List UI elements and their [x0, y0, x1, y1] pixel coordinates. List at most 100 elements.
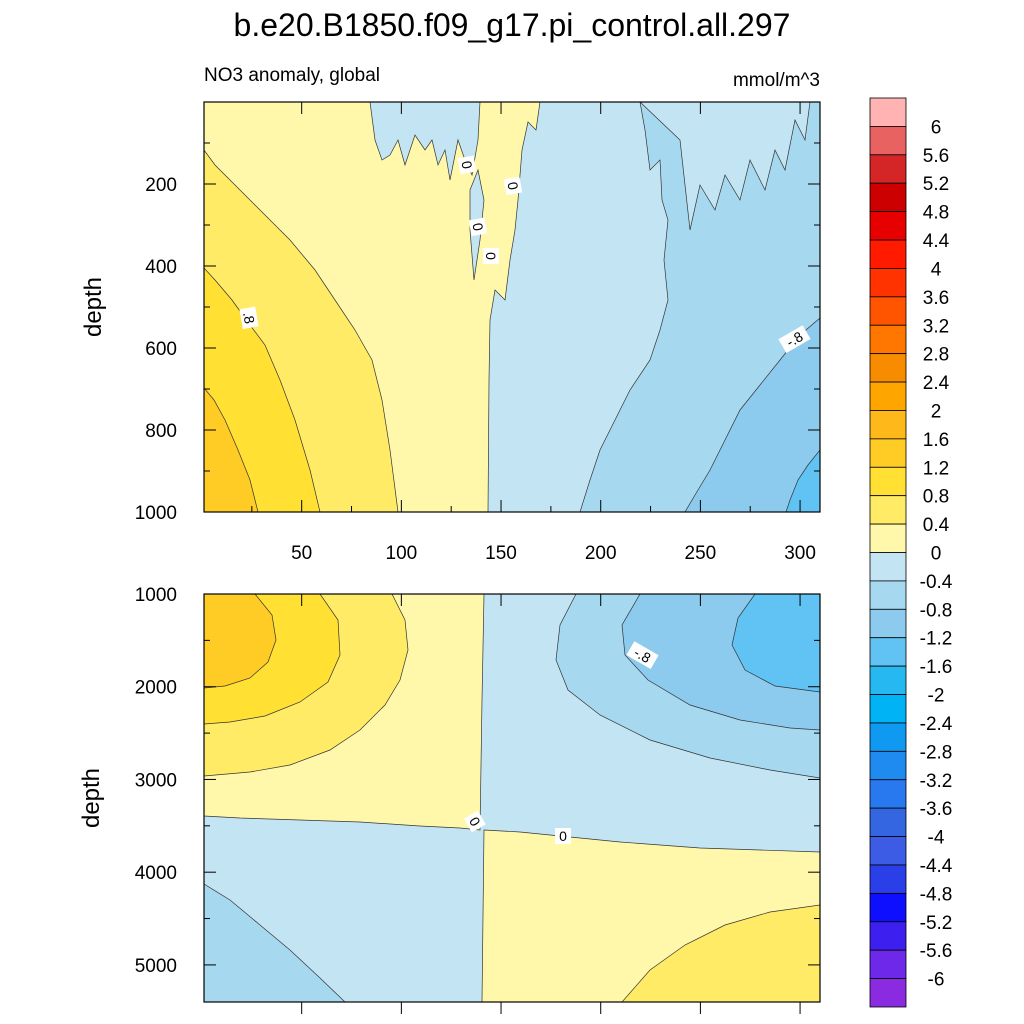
- colorbar-label: -6: [928, 970, 945, 991]
- colorbar-box: [869, 324, 907, 355]
- colorbar-label: -4.8: [920, 884, 953, 905]
- colorbar-label: -4: [928, 828, 945, 849]
- colorbar-label: 3.2: [923, 316, 949, 337]
- x-tick-label: 50: [291, 543, 312, 564]
- colorbar-label: -1.2: [920, 629, 953, 650]
- y-tick-label: 1000: [135, 503, 177, 524]
- left-subtitle: NO3 anomaly, global: [204, 65, 380, 86]
- lower-plot-frame: [203, 593, 821, 1003]
- y-tick-label: 400: [145, 257, 177, 278]
- lower-fill-neg3-top: [731, 594, 820, 693]
- upper-fill-neg3: [785, 449, 820, 512]
- colorbar-label: 0.8: [923, 487, 949, 508]
- x-tick-label: 300: [784, 543, 816, 564]
- lower-fill-pos3-top: [204, 594, 277, 689]
- colorbar-box: [869, 779, 907, 809]
- colorbar-label: 0.4: [923, 515, 950, 536]
- y-tick-label: 800: [145, 421, 177, 442]
- colorbar-box: [869, 523, 907, 553]
- colorbar: 6 5.6 5.2 4.8 4.4 4 3.6 3.2 2.8 2.4 2 1.6 1.2 0.8 0.4 0…: [869, 97, 953, 1008]
- colorbar-label: -3.6: [920, 799, 953, 820]
- contour-label: 0: [463, 810, 486, 833]
- svg-text:0: 0: [458, 160, 475, 171]
- colorbar-box: [869, 694, 907, 724]
- colorbar-box: [869, 949, 907, 979]
- contour-label: -.8: [778, 325, 811, 354]
- colorbar-label: 4.4: [923, 231, 950, 252]
- colorbar-label: 5.6: [923, 146, 949, 167]
- y-tick-label: 4000: [135, 863, 177, 884]
- colorbar-box: [869, 722, 907, 752]
- colorbar-label: -1.6: [920, 657, 953, 678]
- colorbar-label: -3.2: [920, 771, 953, 792]
- colorbar-box: [869, 552, 907, 582]
- colorbar-box: [869, 296, 907, 326]
- colorbar-label: 5.2: [923, 174, 949, 195]
- y-tick-label: 1000: [135, 585, 177, 606]
- colorbar-box: [869, 154, 907, 184]
- contour-label: 0: [503, 176, 523, 196]
- colorbar-box: [869, 921, 907, 951]
- colorbar-box: [869, 466, 907, 497]
- colorbar-label: -5.2: [920, 913, 953, 934]
- colorbar-box: [869, 211, 907, 241]
- x-tick-label: 150: [485, 543, 517, 564]
- units-label: mmol/m^3: [733, 70, 820, 91]
- colorbar-box: [869, 580, 907, 610]
- svg-text:-.8: -.8: [783, 328, 805, 350]
- colorbar-label: 4: [931, 259, 942, 280]
- contour-label: 0: [468, 217, 488, 237]
- colorbar-box: [869, 807, 907, 837]
- colorbar-label: 2.4: [923, 373, 950, 394]
- colorbar-box: [869, 410, 907, 440]
- upper-panel-contours: [204, 102, 820, 512]
- colorbar-label: -0.8: [920, 600, 953, 621]
- lower-y-axis-label: depth: [78, 768, 105, 828]
- colorbar-box: [869, 239, 907, 269]
- contour-label: -.8: [626, 641, 659, 670]
- colorbar-box: [869, 268, 907, 298]
- colorbar-box: [869, 381, 907, 411]
- y-tick-label: 200: [145, 175, 177, 196]
- lower-fill-neg1-bottom: [204, 883, 346, 1002]
- colorbar-label: -2: [928, 686, 945, 707]
- colorbar-box: [869, 495, 907, 525]
- contour-label: .8: [239, 306, 259, 330]
- contour-label: 0: [555, 828, 571, 844]
- colorbar-label: 1.6: [923, 430, 949, 451]
- svg-text:0: 0: [469, 222, 486, 233]
- colorbar-label: 3.6: [923, 288, 949, 309]
- chart-title: b.e20.B1850.f09_g17.pi_control.all.297: [234, 7, 791, 43]
- lower-fill-pos1-bottom: [621, 904, 820, 1002]
- svg-text:-.8: -.8: [631, 644, 653, 666]
- colorbar-box: [869, 978, 907, 1008]
- lower-axes-ticks: 1000 2000 3000 4000 5000: [135, 585, 820, 1014]
- x-tick-label: 100: [386, 543, 418, 564]
- colorbar-box: [869, 97, 907, 127]
- colorbar-label: 2: [931, 401, 942, 422]
- svg-text:.8: .8: [240, 311, 258, 325]
- colorbar-box: [869, 750, 907, 781]
- y-tick-label: 3000: [135, 770, 177, 791]
- contour-label: 0: [457, 155, 477, 175]
- upper-contour-labels: 0 0 0 0 -.8 .8: [239, 155, 811, 354]
- colorbar-box: [869, 438, 907, 468]
- upper-fill-pos3: [204, 387, 259, 512]
- colorbar-box: [869, 665, 907, 695]
- contour-label: 0: [483, 248, 499, 264]
- colorbar-box: [869, 637, 907, 667]
- lower-panel-contours: [204, 594, 820, 1002]
- colorbar-box: [869, 836, 907, 866]
- colorbar-label: -0.4: [920, 572, 953, 593]
- colorbar-box: [869, 353, 907, 383]
- y-tick-label: 600: [145, 339, 177, 360]
- upper-y-axis-label: depth: [80, 277, 107, 337]
- colorbar-label: 2.8: [923, 345, 949, 366]
- x-tick-label: 250: [685, 543, 717, 564]
- colorbar-label: 0: [931, 544, 942, 565]
- y-tick-label: 5000: [135, 956, 177, 977]
- colorbar-box: [869, 608, 907, 639]
- y-tick-label: 2000: [135, 678, 177, 699]
- x-tick-label: 200: [585, 543, 617, 564]
